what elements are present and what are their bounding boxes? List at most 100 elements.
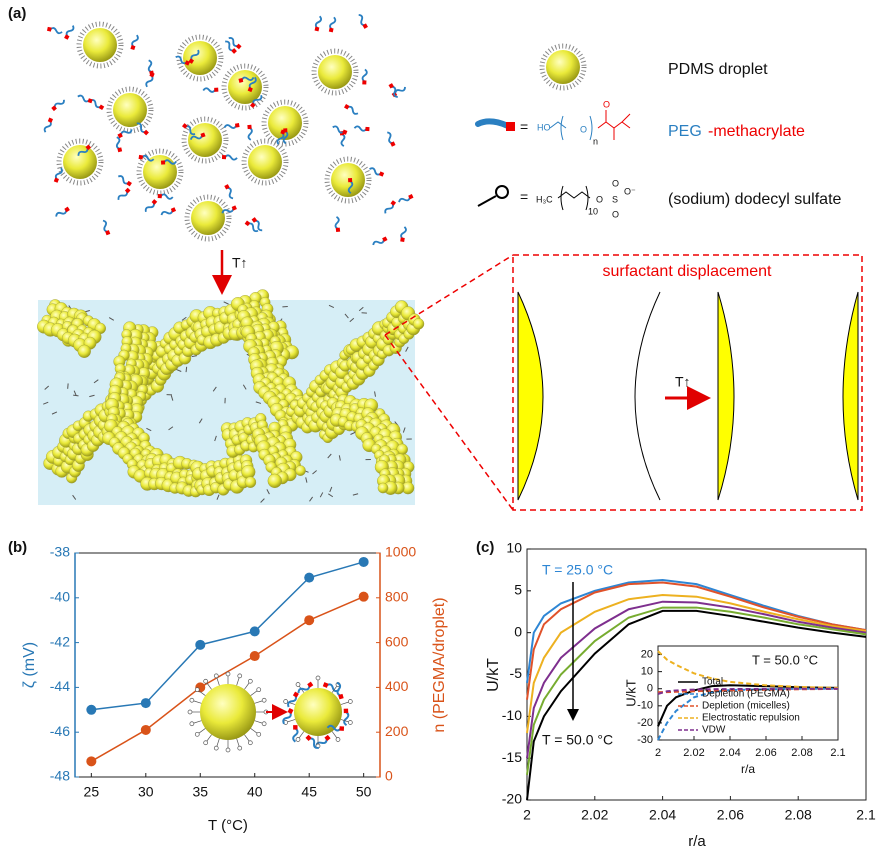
polymer-end: [400, 237, 405, 242]
x-tick-label: 2.1: [830, 747, 845, 759]
surfactant: [255, 721, 263, 723]
chem-label: HO: [537, 122, 551, 132]
data-point: [195, 640, 205, 650]
surfactant-head: [238, 674, 242, 678]
x-tick-label: 2.04: [649, 807, 676, 823]
x-axis-label: r/a: [688, 833, 706, 850]
x-tick-label: 2.02: [683, 747, 704, 759]
polymer-end: [344, 104, 349, 109]
polymer-end: [130, 45, 135, 50]
y-tick-label: -5: [510, 665, 523, 681]
surfactant: [217, 739, 219, 747]
sds-icon: [478, 196, 496, 206]
plot-frame: [75, 553, 380, 777]
surfactant-head: [190, 698, 194, 702]
y2-tick-label: 400: [385, 678, 409, 694]
droplet: [113, 93, 147, 127]
polymer-end: [245, 221, 251, 227]
polymer-end: [152, 199, 158, 205]
annotation: T = 25.0 °C: [542, 562, 613, 578]
x-tick-label: 2.06: [755, 747, 776, 759]
x-tick-label: 40: [247, 784, 263, 800]
peg-label-part: PEG: [668, 123, 702, 140]
surfactant-head: [262, 722, 266, 726]
droplet-icon: [546, 50, 580, 84]
heating-label: T↑: [232, 255, 248, 271]
methacrylate-bonds: [598, 110, 630, 140]
sds-bonds: [558, 186, 590, 210]
aggregate-droplet: [242, 465, 256, 479]
surfactant: [244, 735, 249, 741]
y-tick-label: 5: [514, 582, 522, 598]
polymer: [50, 27, 63, 33]
surfactant-head: [214, 746, 218, 750]
x-axis-label: T (°C): [208, 817, 248, 834]
droplet: [331, 163, 365, 197]
polymer-end: [88, 98, 93, 103]
chem-label: S: [612, 194, 618, 204]
droplet: [318, 55, 352, 89]
data-point: [250, 651, 260, 661]
peg-label-part: -methacrylate: [708, 123, 805, 140]
y-tick-label: -42: [50, 633, 70, 649]
panel-label: (b): [8, 539, 27, 556]
surfactant-head: [284, 699, 288, 703]
chem-label: O: [612, 209, 619, 219]
x-tick-label: 2: [523, 807, 531, 823]
data-point: [86, 705, 96, 715]
data-point: [304, 615, 314, 625]
figure: (a) PDMS droplet = HO O n O PEG -methacr…: [0, 0, 879, 851]
y-axis-label: ζ (mV): [21, 642, 38, 688]
surfactant-head: [238, 746, 242, 750]
y2-tick-label: 800: [385, 589, 409, 605]
polymer-end: [139, 155, 144, 160]
y-tick-label: -48: [50, 768, 70, 784]
chem-label: O: [580, 124, 587, 134]
surfactant: [199, 728, 205, 733]
polymer-end: [288, 708, 294, 714]
y-tick-label: -40: [50, 589, 70, 605]
droplet: [200, 684, 256, 740]
polymer-end: [47, 27, 52, 32]
polymer-end: [329, 28, 334, 33]
aggregate-droplet: [295, 465, 305, 475]
surfactant-head: [190, 722, 194, 726]
legend-label: VDW: [702, 725, 726, 736]
x-tick-label: 2.04: [719, 747, 740, 759]
y-axis-label: U/kT: [485, 658, 502, 692]
heating-label: T↑: [675, 374, 691, 390]
droplet: [83, 28, 117, 62]
surfactant: [244, 683, 249, 689]
x-tick-label: 2: [655, 747, 661, 759]
polymer-end: [54, 178, 59, 183]
y-tick-label: -46: [50, 723, 70, 739]
surfactant: [341, 702, 349, 704]
y2-tick-label: 200: [385, 723, 409, 739]
data-point: [141, 725, 151, 735]
polymer: [203, 88, 215, 93]
surfactant-head: [316, 676, 320, 680]
y-tick-label: 20: [641, 648, 653, 660]
polymer-end: [99, 105, 105, 111]
zoom-title: surfactant displacement: [603, 263, 773, 280]
x-tick-label: 35: [192, 784, 208, 800]
surfactant-head: [257, 688, 261, 692]
polymer-end: [315, 27, 320, 32]
polymer: [344, 712, 349, 725]
peg-icon: [478, 121, 508, 126]
polymer-end: [158, 194, 162, 198]
panel-label: (a): [8, 5, 26, 22]
aggregate-droplet: [378, 483, 388, 493]
polymer-end: [222, 155, 226, 159]
droplet: [228, 70, 262, 104]
polymer: [131, 35, 138, 48]
surfactant-head: [257, 732, 261, 736]
y-tick-label: -15: [502, 749, 522, 765]
polymer-end: [283, 128, 287, 132]
polymer: [315, 16, 321, 29]
polymer-end: [348, 178, 352, 182]
data-point: [250, 626, 260, 636]
y-tick-label: -10: [637, 700, 653, 712]
charts: 253035404550-48-46-44-42-40-380200400600…: [8, 539, 876, 850]
chem-label: O: [612, 178, 619, 188]
